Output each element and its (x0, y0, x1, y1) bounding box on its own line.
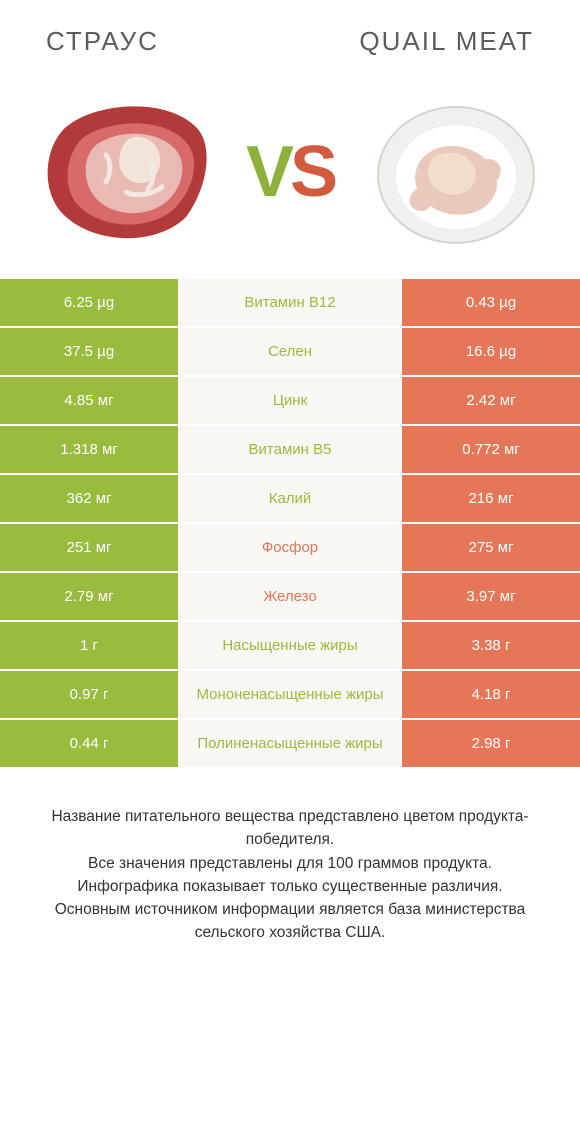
left-title: Страус (46, 26, 159, 57)
table-row: 4.85 мгЦинк2.42 мг (0, 375, 580, 424)
right-value: 3.97 мг (402, 573, 580, 620)
right-value: 3.38 г (402, 622, 580, 669)
right-value: 4.18 г (402, 671, 580, 718)
table-row: 37.5 µgСелен16.6 µg (0, 326, 580, 375)
table-row: 1.318 мгВитамин B50.772 мг (0, 424, 580, 473)
left-value: 1.318 мг (0, 426, 178, 473)
left-value: 2.79 мг (0, 573, 178, 620)
right-value: 216 мг (402, 475, 580, 522)
right-value: 2.42 мг (402, 377, 580, 424)
left-food-image (36, 97, 216, 247)
right-value: 2.98 г (402, 720, 580, 767)
left-value: 0.97 г (0, 671, 178, 718)
table-row: 0.44 гПолиненасыщенные жиры2.98 г (0, 718, 580, 767)
nutrient-name: Селен (178, 328, 402, 375)
vs-v: V (246, 132, 290, 212)
left-value: 37.5 µg (0, 328, 178, 375)
footer-line: Инфографика показывает только существенн… (18, 875, 562, 898)
hero-row: VS (0, 57, 580, 271)
table-row: 362 мгКалий216 мг (0, 473, 580, 522)
nutrient-name: Витамин B12 (178, 279, 402, 326)
footer-line: Основным источником информации является … (18, 898, 562, 945)
left-value: 6.25 µg (0, 279, 178, 326)
nutrient-name: Цинк (178, 377, 402, 424)
footer-note: Название питательного вещества представл… (0, 767, 580, 945)
right-value: 0.43 µg (402, 279, 580, 326)
table-row: 0.97 гМононенасыщенные жиры4.18 г (0, 669, 580, 718)
right-value: 275 мг (402, 524, 580, 571)
left-value: 251 мг (0, 524, 178, 571)
nutrient-name: Насыщенные жиры (178, 622, 402, 669)
nutrient-name: Мононенасыщенные жиры (178, 671, 402, 718)
table-row: 251 мгФосфор275 мг (0, 522, 580, 571)
table-row: 1 гНасыщенные жиры3.38 г (0, 620, 580, 669)
comparison-table: 6.25 µgВитамин B120.43 µg37.5 µgСелен16.… (0, 277, 580, 767)
table-row: 2.79 мгЖелезо3.97 мг (0, 571, 580, 620)
nutrient-name: Витамин B5 (178, 426, 402, 473)
table-row: 6.25 µgВитамин B120.43 µg (0, 277, 580, 326)
left-value: 4.85 мг (0, 377, 178, 424)
footer-line: Все значения представлены для 100 граммо… (18, 852, 562, 875)
right-value: 0.772 мг (402, 426, 580, 473)
nutrient-name: Железо (178, 573, 402, 620)
left-value: 0.44 г (0, 720, 178, 767)
right-food-image (364, 97, 544, 247)
right-title: Quail meat (359, 26, 534, 57)
nutrient-name: Фосфор (178, 524, 402, 571)
vs-label: VS (246, 131, 334, 213)
footer-line: Название питательного вещества представл… (18, 805, 562, 852)
vs-s: S (290, 132, 334, 212)
nutrient-name: Полиненасыщенные жиры (178, 720, 402, 767)
nutrient-name: Калий (178, 475, 402, 522)
titles-row: Страус Quail meat (0, 0, 580, 57)
left-value: 362 мг (0, 475, 178, 522)
left-value: 1 г (0, 622, 178, 669)
right-value: 16.6 µg (402, 328, 580, 375)
